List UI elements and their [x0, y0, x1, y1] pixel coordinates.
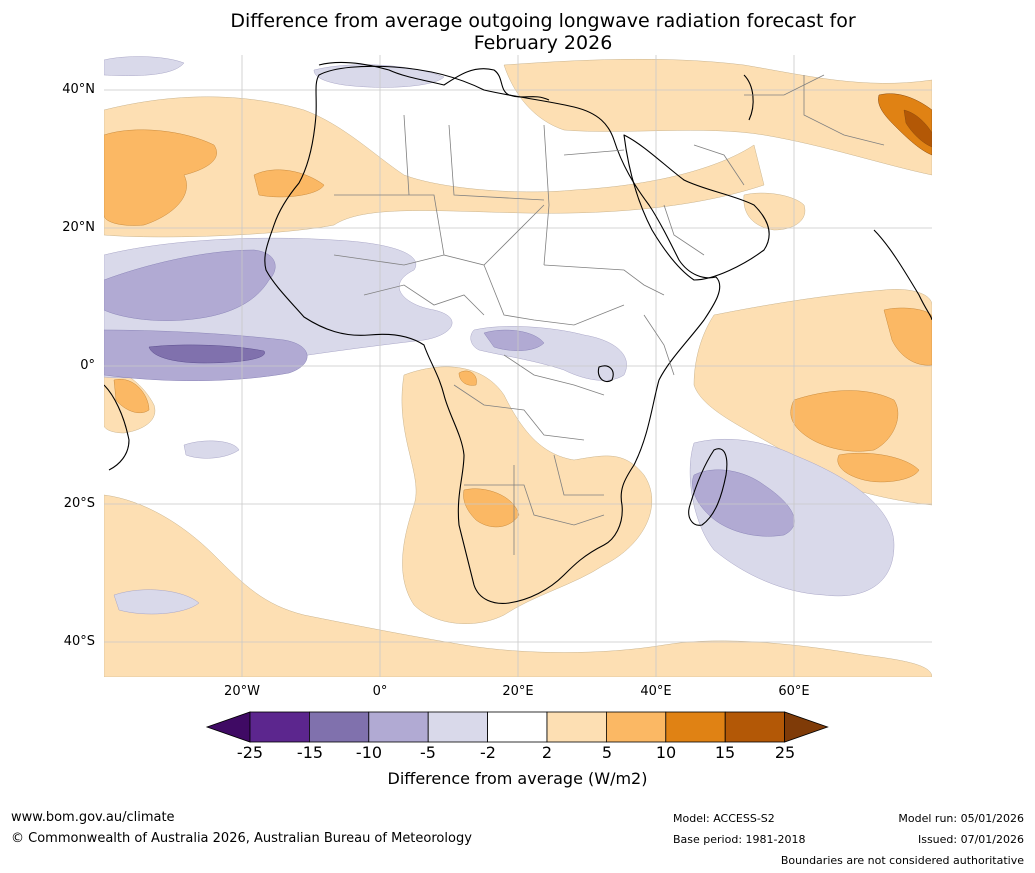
colorbar-tick: 25	[774, 743, 796, 762]
colorbar-extend-high	[784, 711, 829, 743]
colorbar-segment	[546, 711, 607, 743]
country-borders	[333, 74, 885, 555]
lat-label-40s: 40°S	[63, 634, 95, 649]
colorbar-segment	[605, 711, 667, 743]
lon-label-0: 0°	[372, 684, 388, 699]
map-panel	[104, 55, 932, 677]
lon-label-20w: 20°W	[224, 684, 260, 699]
lon-label-60e: 60°E	[778, 684, 810, 699]
positive-anomaly-extreme	[878, 93, 932, 156]
colorbar-segment	[427, 711, 488, 743]
title-line-1: Difference from average outgoing longwav…	[230, 10, 856, 32]
chart-title: Difference from average outgoing longwav…	[0, 10, 1035, 54]
colorbar-tick: 10	[655, 743, 677, 762]
colorbar-segment	[309, 711, 370, 743]
colorbar-tick: -25	[236, 743, 264, 762]
footer-base-period: Base period: 1981-2018	[673, 833, 806, 846]
lat-label-0: 0°	[80, 358, 95, 373]
colorbar-label: Difference from average (W/m2)	[387, 769, 648, 788]
coastlines	[104, 61, 932, 604]
footer-copyright: © Commonwealth of Australia 2026, Austra…	[11, 831, 472, 846]
negative-anomaly-extreme	[148, 344, 265, 364]
footer-issued: Issued: 07/01/2026	[917, 833, 1024, 846]
positive-anomaly-strong	[104, 129, 932, 528]
colorbar	[205, 711, 829, 743]
footer-model-run: Model run: 05/01/2026	[898, 812, 1024, 825]
lon-label-40e: 40°E	[640, 684, 672, 699]
lat-label-40n: 40°N	[62, 82, 95, 97]
colorbar-tick: 15	[714, 743, 736, 762]
colorbar-segment	[665, 711, 726, 743]
colorbar-extend-low	[205, 711, 251, 743]
colorbar-segment	[249, 711, 310, 743]
colorbar-tick: -15	[296, 743, 324, 762]
colorbar-tick: 5	[601, 743, 613, 762]
footer-disclaimer: Boundaries are not considered authoritat…	[780, 854, 1024, 867]
footer-model: Model: ACCESS-S2	[673, 812, 775, 825]
title-line-2: February 2026	[473, 32, 613, 54]
colorbar-segment	[368, 711, 429, 743]
colorbar-segment	[487, 711, 548, 743]
footer-website: www.bom.gov.au/climate	[11, 810, 175, 825]
lon-label-20e: 20°E	[502, 684, 534, 699]
colorbar-segment	[724, 711, 786, 743]
lat-label-20n: 20°N	[62, 220, 95, 235]
colorbar-tick: -5	[420, 743, 436, 762]
map-canvas	[104, 55, 932, 677]
lat-label-20s: 20°S	[63, 496, 95, 511]
colorbar-tick: 2	[541, 743, 553, 762]
colorbar-tick: -10	[355, 743, 383, 762]
colorbar-tick: -2	[480, 743, 496, 762]
